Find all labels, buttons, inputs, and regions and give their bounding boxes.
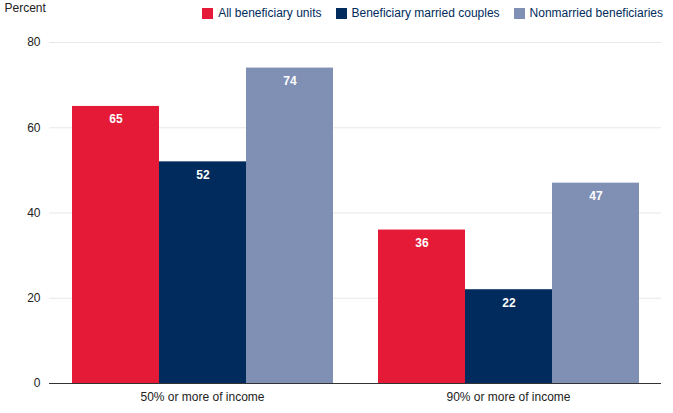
html-text:Nonmarried beneficiaries: Nonmarried beneficiaries bbox=[529, 6, 663, 20]
svg-text:36: 36 bbox=[415, 236, 429, 250]
svg-text:65: 65 bbox=[109, 112, 123, 126]
svg-text:20: 20 bbox=[27, 291, 41, 305]
svg-text:90% or more of income: 90% or more of income bbox=[446, 390, 570, 404]
svg-text:50% or more of income: 50% or more of income bbox=[140, 390, 264, 404]
html-text:All beneficiary units: All beneficiary units bbox=[218, 6, 322, 20]
svg-text:80: 80 bbox=[27, 35, 41, 49]
svg-text:52: 52 bbox=[196, 168, 210, 182]
svg-text:74: 74 bbox=[283, 74, 297, 88]
svg-text:22: 22 bbox=[502, 296, 516, 310]
svg-text:Percent: Percent bbox=[5, 1, 47, 15]
svg-text:47: 47 bbox=[589, 189, 603, 203]
svg-text:0: 0 bbox=[34, 376, 41, 390]
svg-text:40: 40 bbox=[27, 206, 41, 220]
html-text:Beneficiary married couples: Beneficiary married couples bbox=[351, 6, 500, 20]
svg-text:60: 60 bbox=[27, 121, 41, 135]
